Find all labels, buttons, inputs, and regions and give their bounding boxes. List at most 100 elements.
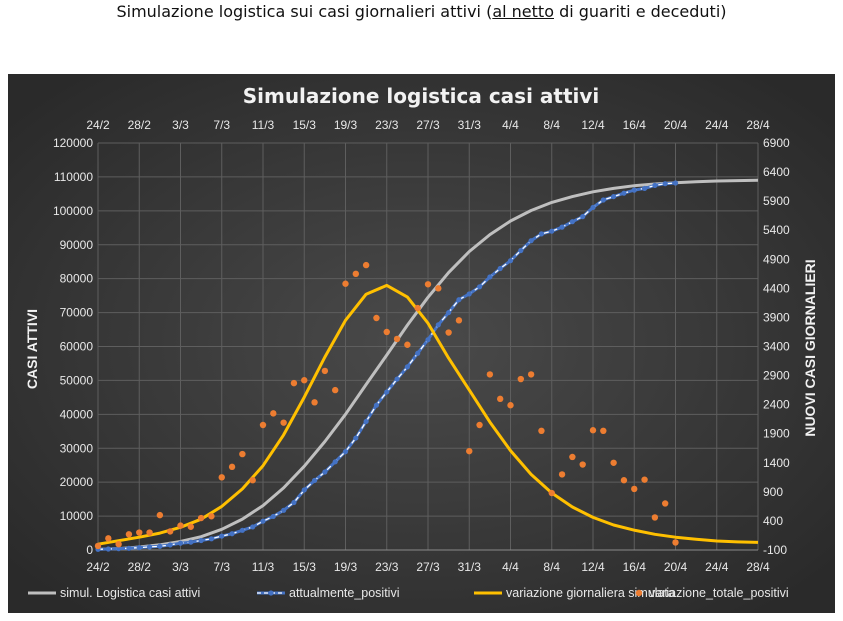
data-point — [466, 291, 472, 297]
data-point — [611, 193, 617, 200]
data-point — [404, 341, 411, 348]
x-tick-label-bottom: 28/2 — [128, 560, 152, 574]
chart-background — [8, 74, 835, 613]
data-point — [177, 540, 184, 546]
data-point — [384, 389, 390, 395]
x-tick-label-top: 8/4 — [543, 118, 560, 132]
y2-tick-label: 6900 — [763, 136, 790, 150]
y2-tick-label: -100 — [763, 543, 787, 557]
legend-item: attualmente_positivi — [257, 586, 399, 600]
data-point — [281, 507, 287, 513]
chart-panel: Simulazione logistica casi attivi 0 10000… — [8, 74, 835, 613]
y-tick-label: 0 — [86, 543, 93, 557]
data-point — [239, 527, 245, 533]
x-tick-label-bottom: 8/4 — [543, 560, 560, 574]
y-tick-label: 50000 — [60, 373, 94, 387]
data-point — [136, 545, 142, 551]
x-tick-label-top: 12/4 — [581, 118, 605, 132]
data-point — [507, 402, 514, 409]
data-point — [146, 544, 153, 550]
data-point — [497, 265, 503, 272]
data-point — [291, 499, 297, 506]
data-point — [446, 309, 452, 316]
data-point — [549, 228, 555, 234]
x-tick-label-top: 24/2 — [86, 118, 110, 132]
series-line-dash — [97, 182, 676, 550]
data-point — [641, 185, 648, 192]
data-point — [383, 328, 390, 336]
data-point — [559, 224, 565, 230]
x-tick-label-top: 27/3 — [416, 118, 440, 132]
data-point — [218, 474, 225, 481]
legend: simul. Logistica casi attivi attualmente_… — [28, 586, 789, 600]
series-1 — [95, 180, 679, 552]
page-title-underlined: al netto — [492, 2, 554, 21]
data-point — [661, 500, 669, 507]
x-tick-label-top: 24/4 — [705, 118, 729, 132]
legend-label: simul. Logistica casi attivi — [60, 586, 200, 600]
data-point — [166, 528, 174, 535]
y-tick-label: 60000 — [60, 340, 94, 354]
data-point — [188, 539, 194, 545]
y-axis-label: CASI ATTIVI — [24, 309, 40, 389]
y2-tick-label: 3900 — [763, 310, 790, 324]
data-point — [517, 375, 525, 383]
x-tick-label-top: 23/3 — [375, 118, 399, 132]
data-point — [486, 371, 494, 378]
x-tick-label-bottom: 31/3 — [458, 560, 482, 574]
data-point — [290, 379, 298, 387]
x-tick-label-bottom: 15/3 — [293, 560, 317, 574]
y2-tick-label: 3400 — [763, 340, 790, 354]
data-point — [136, 529, 143, 536]
data-point — [651, 514, 659, 521]
y-tick-label: 40000 — [60, 407, 94, 421]
y2-tick-label: 1900 — [763, 427, 790, 441]
data-point — [270, 513, 276, 520]
x-tick-label-bottom: 28/4 — [746, 560, 770, 574]
legend-label: attualmente_positivi — [289, 586, 399, 600]
data-point — [362, 261, 370, 269]
data-point — [197, 514, 205, 522]
x-tick-label-top: 7/3 — [213, 118, 230, 132]
y-tick-label: 30000 — [60, 441, 94, 455]
data-point — [373, 402, 380, 408]
data-point — [167, 542, 173, 548]
series-line — [97, 178, 759, 551]
legend-item: simul. Logistica casi attivi — [28, 586, 200, 600]
data-point — [631, 485, 638, 493]
data-point — [652, 182, 658, 188]
data-point — [311, 477, 318, 484]
data-point — [105, 546, 111, 552]
series — [94, 178, 759, 552]
page-title-suffix: di guariti e deceduti) — [553, 2, 727, 21]
legend-label: variazione_totale_positivi — [649, 586, 789, 600]
y2-tick-label: 2400 — [763, 398, 790, 412]
data-point — [363, 418, 369, 425]
x-tick-label-top: 19/3 — [334, 118, 358, 132]
data-point — [229, 531, 235, 537]
data-point — [476, 421, 483, 429]
data-point — [332, 459, 338, 465]
x-tick-label-top: 3/3 — [172, 118, 189, 132]
data-point — [126, 545, 132, 551]
data-point — [342, 449, 349, 455]
data-point — [435, 322, 441, 328]
y2-tick-label: 5400 — [763, 223, 790, 237]
x-tick-label-bottom: 4/4 — [502, 560, 519, 574]
data-point — [352, 270, 360, 278]
data-point — [590, 204, 596, 211]
data-point — [219, 533, 225, 539]
data-point — [115, 540, 122, 548]
x-tick-label-bottom: 19/3 — [334, 560, 358, 574]
data-point — [445, 329, 452, 336]
data-point — [321, 367, 329, 375]
data-point — [259, 421, 267, 429]
data-point — [507, 258, 514, 264]
data-point — [94, 542, 102, 550]
data-point — [518, 247, 524, 254]
data-point — [548, 489, 555, 497]
data-point — [600, 197, 606, 203]
page-title-prefix: Simulazione logistica sui casi giornalie… — [116, 2, 493, 21]
x-tick-label-top: 4/4 — [502, 118, 519, 132]
x-tick-label-bottom: 3/3 — [172, 560, 189, 574]
